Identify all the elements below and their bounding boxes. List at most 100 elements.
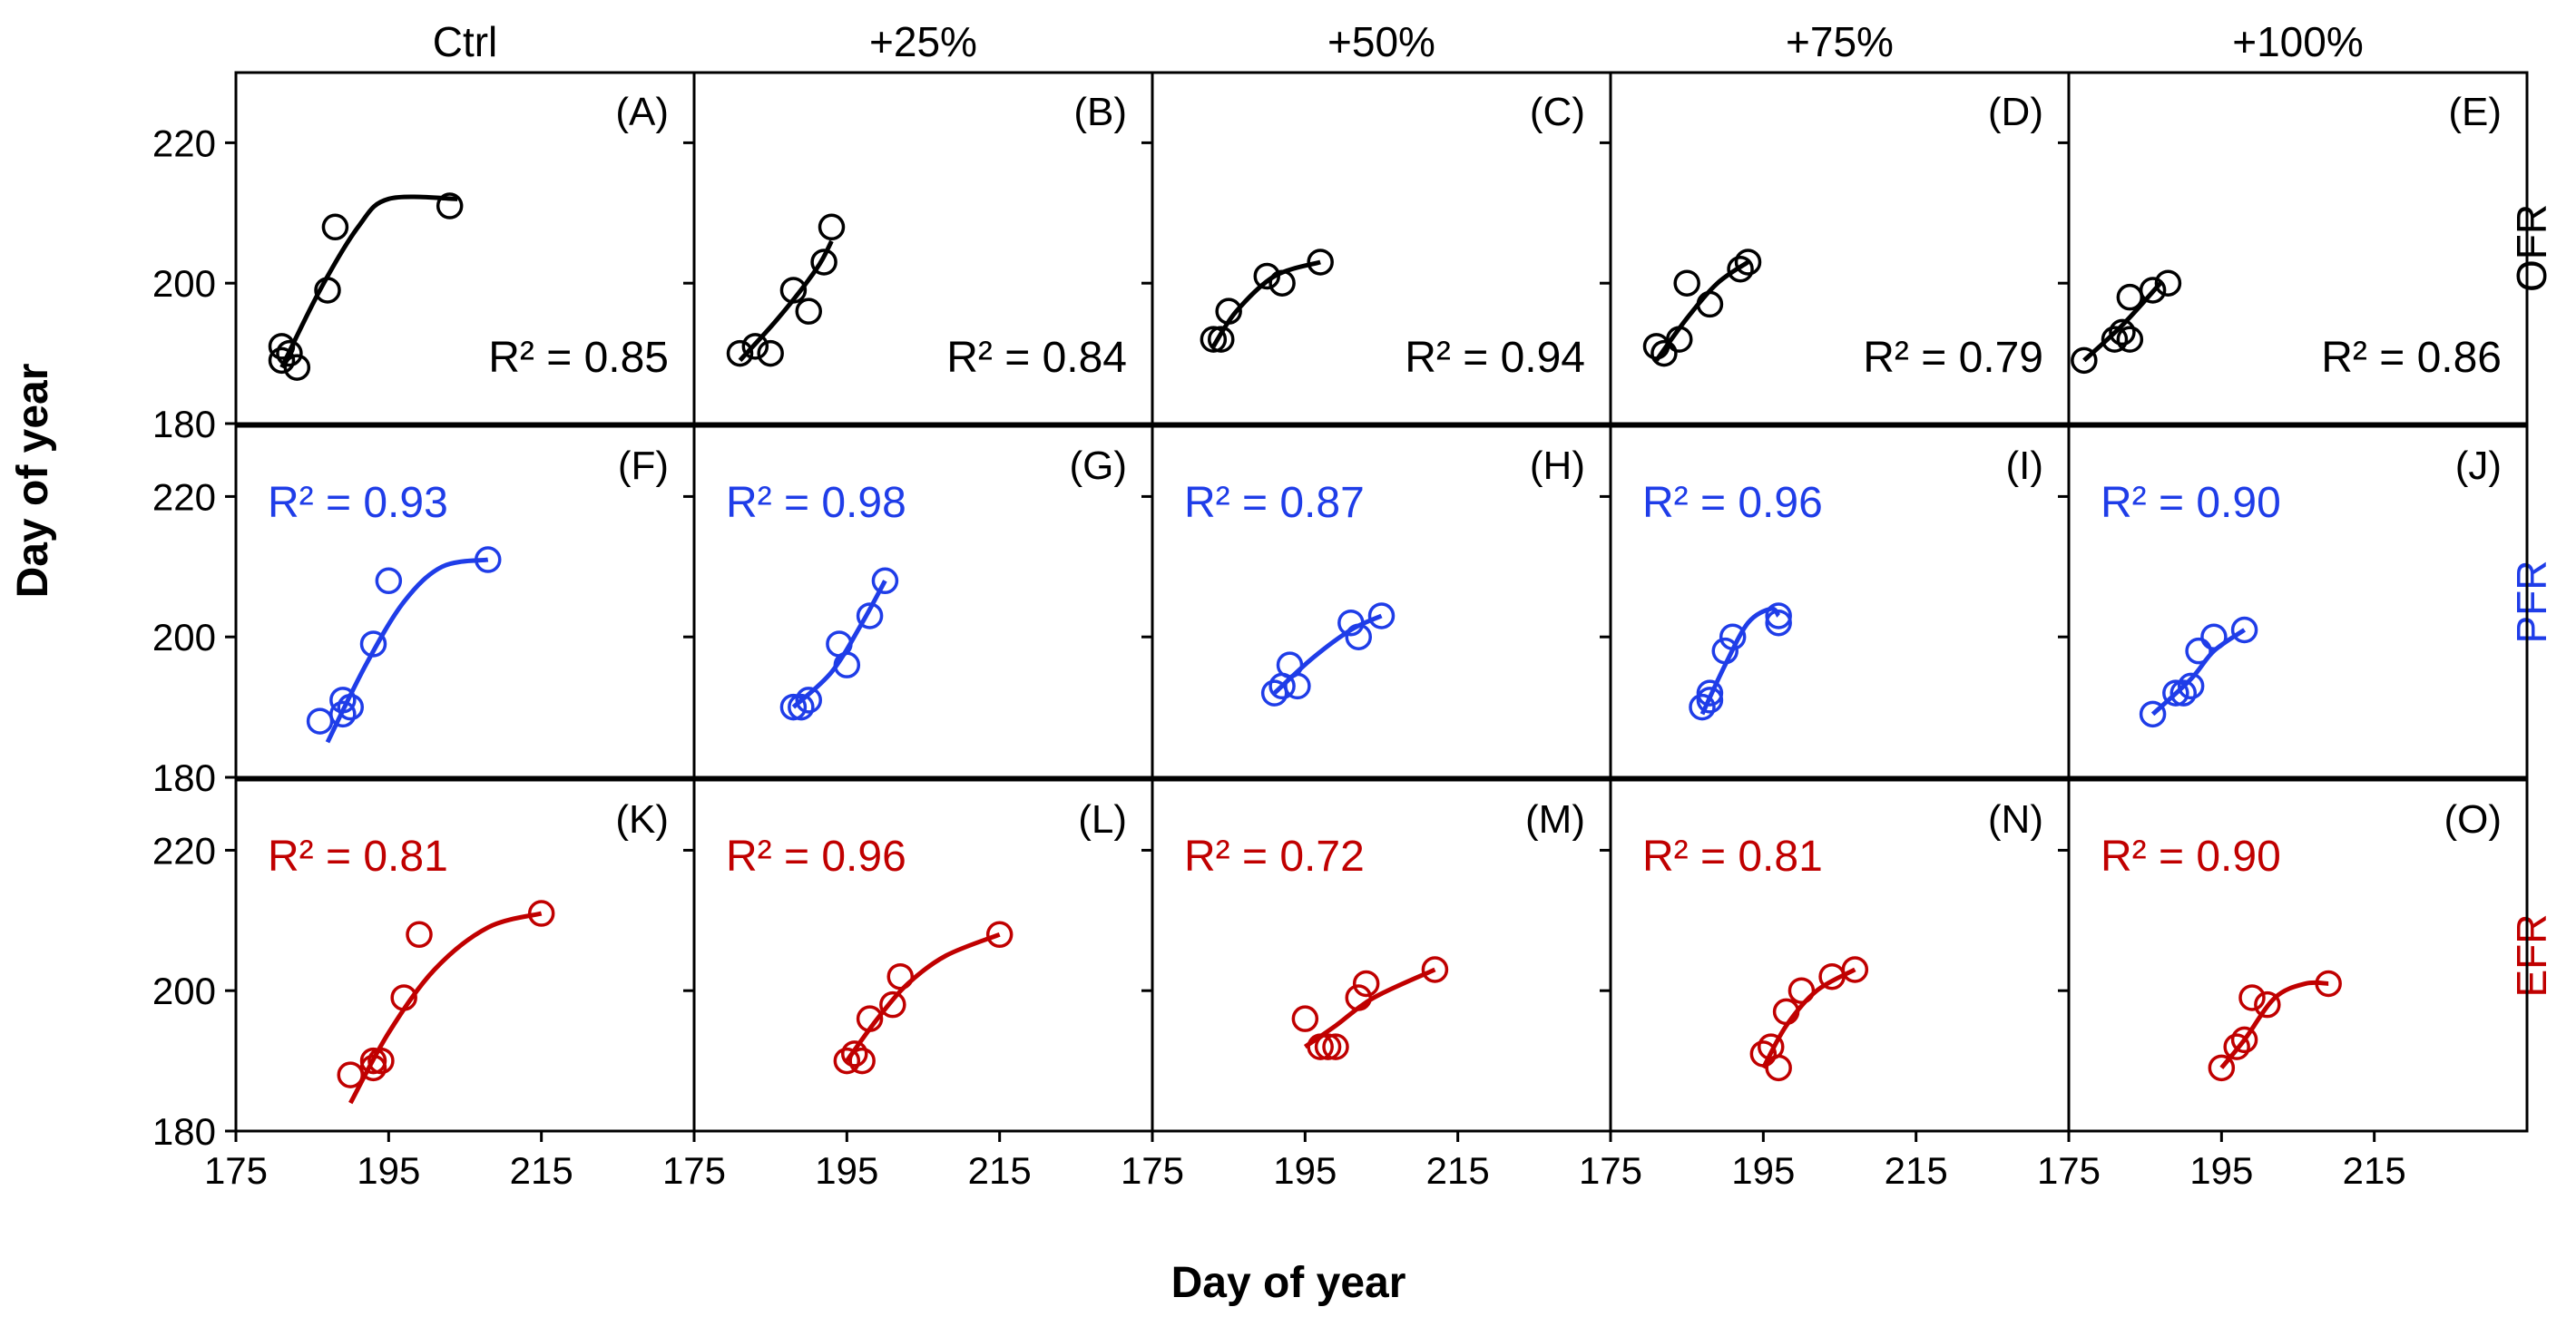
data-point	[779, 277, 808, 304]
data-point	[1253, 262, 1280, 290]
data-point	[856, 602, 884, 629]
panel-tag: (G)	[1069, 444, 1127, 488]
data-point	[795, 687, 822, 714]
data-point	[2139, 700, 2167, 728]
data-point	[1673, 269, 1700, 297]
data-point	[1727, 255, 1754, 283]
x-axis-title: Day of year	[1171, 1259, 1406, 1307]
fit-curve	[325, 557, 489, 744]
data-point	[788, 693, 815, 721]
data-point	[2116, 326, 2144, 353]
y-tick-label: 200	[152, 262, 216, 305]
data-point	[276, 339, 303, 367]
x-tick-label: 195	[2189, 1149, 2253, 1192]
panel: (D) R² = 0.79	[1600, 71, 2071, 425]
data-point	[818, 213, 846, 241]
data-point	[1765, 1054, 1792, 1082]
data-point	[2177, 672, 2205, 700]
panel: 175 195 215 (N) R² = 0.81	[1579, 778, 2071, 1192]
data-point	[1421, 956, 1449, 983]
data-point	[2315, 970, 2342, 998]
data-point	[337, 1061, 364, 1088]
y-tick-label: 220	[152, 122, 216, 164]
column-header: +50%	[1327, 18, 1435, 65]
data-point	[1666, 326, 1693, 353]
panel-frame	[2067, 778, 2529, 1133]
data-point	[1696, 679, 1724, 707]
data-point	[1291, 1005, 1319, 1032]
data-point	[359, 630, 387, 658]
data-point	[359, 1047, 387, 1075]
r2-label: R² = 0.94	[1405, 334, 1585, 382]
data-point	[1765, 609, 1792, 637]
r2-label: R² = 0.81	[1642, 833, 1823, 881]
r2-label: R² = 0.93	[268, 479, 448, 527]
panel-tag: (C)	[1530, 90, 1585, 134]
panel-frame	[2067, 71, 2529, 425]
data-point	[985, 921, 1014, 949]
r2-label: R² = 0.84	[946, 334, 1127, 382]
data-point	[1772, 998, 1800, 1026]
data-point	[359, 1054, 387, 1082]
data-point	[475, 546, 502, 573]
data-point	[283, 354, 311, 381]
data-point	[1268, 269, 1296, 297]
data-point	[1841, 956, 1869, 983]
panel-tag: (O)	[2444, 797, 2502, 842]
data-point	[1307, 1033, 1334, 1060]
row-label: EFR	[2508, 914, 2555, 998]
y-axis-title: Day of year	[9, 364, 57, 599]
y-tick-label: 200	[152, 970, 216, 1012]
data-point	[314, 277, 341, 304]
x-tick-label: 215	[1885, 1149, 1948, 1192]
panel: (E) R² = 0.86	[2058, 71, 2529, 425]
r2-label: R² = 0.81	[268, 833, 448, 881]
data-point	[1788, 977, 1816, 1004]
r2-label: R² = 0.85	[488, 334, 669, 382]
data-point	[2185, 637, 2212, 665]
data-point	[2230, 1026, 2258, 1054]
data-point	[2254, 990, 2281, 1019]
data-point	[1215, 298, 1242, 325]
x-tick-label: 215	[2343, 1149, 2406, 1192]
data-point	[886, 962, 914, 990]
data-point	[757, 339, 784, 367]
data-point	[1337, 609, 1365, 637]
panel-tag: (M)	[1525, 797, 1585, 842]
fit-curve	[791, 580, 887, 709]
data-point	[2162, 679, 2189, 707]
data-point	[1696, 687, 1724, 714]
data-point	[527, 900, 555, 927]
panel: 180 200 220 (A) R² = 0.85	[152, 71, 696, 445]
panel-tag: (H)	[1530, 444, 1585, 488]
data-point	[2116, 283, 2144, 311]
data-point	[375, 567, 403, 595]
x-tick-label: 195	[1273, 1149, 1337, 1192]
data-point	[2208, 1054, 2236, 1082]
data-point	[329, 687, 357, 714]
data-point	[367, 1047, 395, 1075]
panel: (I) R² = 0.96	[1600, 424, 2071, 779]
data-point	[1367, 602, 1396, 629]
data-point	[2139, 277, 2167, 304]
data-point	[2109, 318, 2136, 346]
data-point	[1314, 1033, 1342, 1060]
fit-curve	[2150, 628, 2246, 717]
data-point	[2223, 1033, 2250, 1060]
panel: (J) R² = 0.90	[2058, 424, 2529, 779]
data-point	[436, 192, 464, 220]
data-point	[1650, 339, 1678, 367]
panel-tag: (L)	[1078, 797, 1127, 842]
panel: (G) R² = 0.98	[683, 424, 1154, 779]
panel-tag: (E)	[2448, 90, 2502, 134]
y-tick-label: 180	[152, 1110, 216, 1153]
r2-label: R² = 0.86	[2321, 334, 2502, 382]
data-point	[321, 213, 349, 241]
panel: (C) R² = 0.94	[1141, 71, 1612, 425]
data-point	[833, 1047, 861, 1075]
panel: 180 200 220 175 195 215 (K) R² = 0.81	[152, 778, 696, 1192]
data-point	[2238, 984, 2266, 1011]
panel-tag: (I)	[2005, 444, 2043, 488]
data-point	[1345, 984, 1372, 1011]
fit-curve	[348, 911, 543, 1105]
